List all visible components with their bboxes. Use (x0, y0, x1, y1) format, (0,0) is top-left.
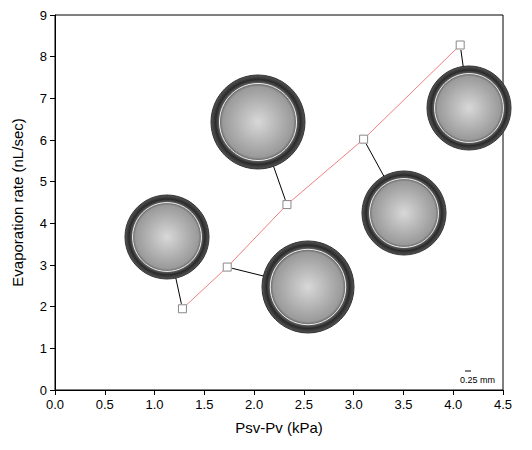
svg-text:4: 4 (40, 216, 47, 231)
svg-text:8: 8 (40, 49, 47, 64)
svg-text:3: 3 (40, 258, 47, 273)
svg-text:5: 5 (40, 174, 47, 189)
svg-text:1.0: 1.0 (146, 397, 164, 412)
svg-text:6: 6 (40, 133, 47, 148)
svg-text:0.0: 0.0 (46, 397, 64, 412)
svg-text:7: 7 (40, 91, 47, 106)
svg-text:0: 0 (40, 383, 47, 398)
svg-text:1: 1 (40, 341, 47, 356)
svg-text:0.5: 0.5 (96, 397, 114, 412)
svg-text:9: 9 (40, 8, 47, 23)
svg-text:1.5: 1.5 (195, 397, 213, 412)
svg-text:4.0: 4.0 (444, 397, 462, 412)
svg-text:2.5: 2.5 (295, 397, 313, 412)
svg-text:2.0: 2.0 (245, 397, 263, 412)
svg-text:3.0: 3.0 (345, 397, 363, 412)
svg-text:Psv-Pv (kPa): Psv-Pv (kPa) (235, 419, 323, 436)
svg-text:0.25 mm: 0.25 mm (460, 375, 495, 385)
svg-text:4.5: 4.5 (494, 397, 512, 412)
svg-text:Evaporation rate (nL/sec): Evaporation rate (nL/sec) (9, 118, 26, 286)
svg-text:2: 2 (40, 299, 47, 314)
svg-text:3.5: 3.5 (394, 397, 412, 412)
